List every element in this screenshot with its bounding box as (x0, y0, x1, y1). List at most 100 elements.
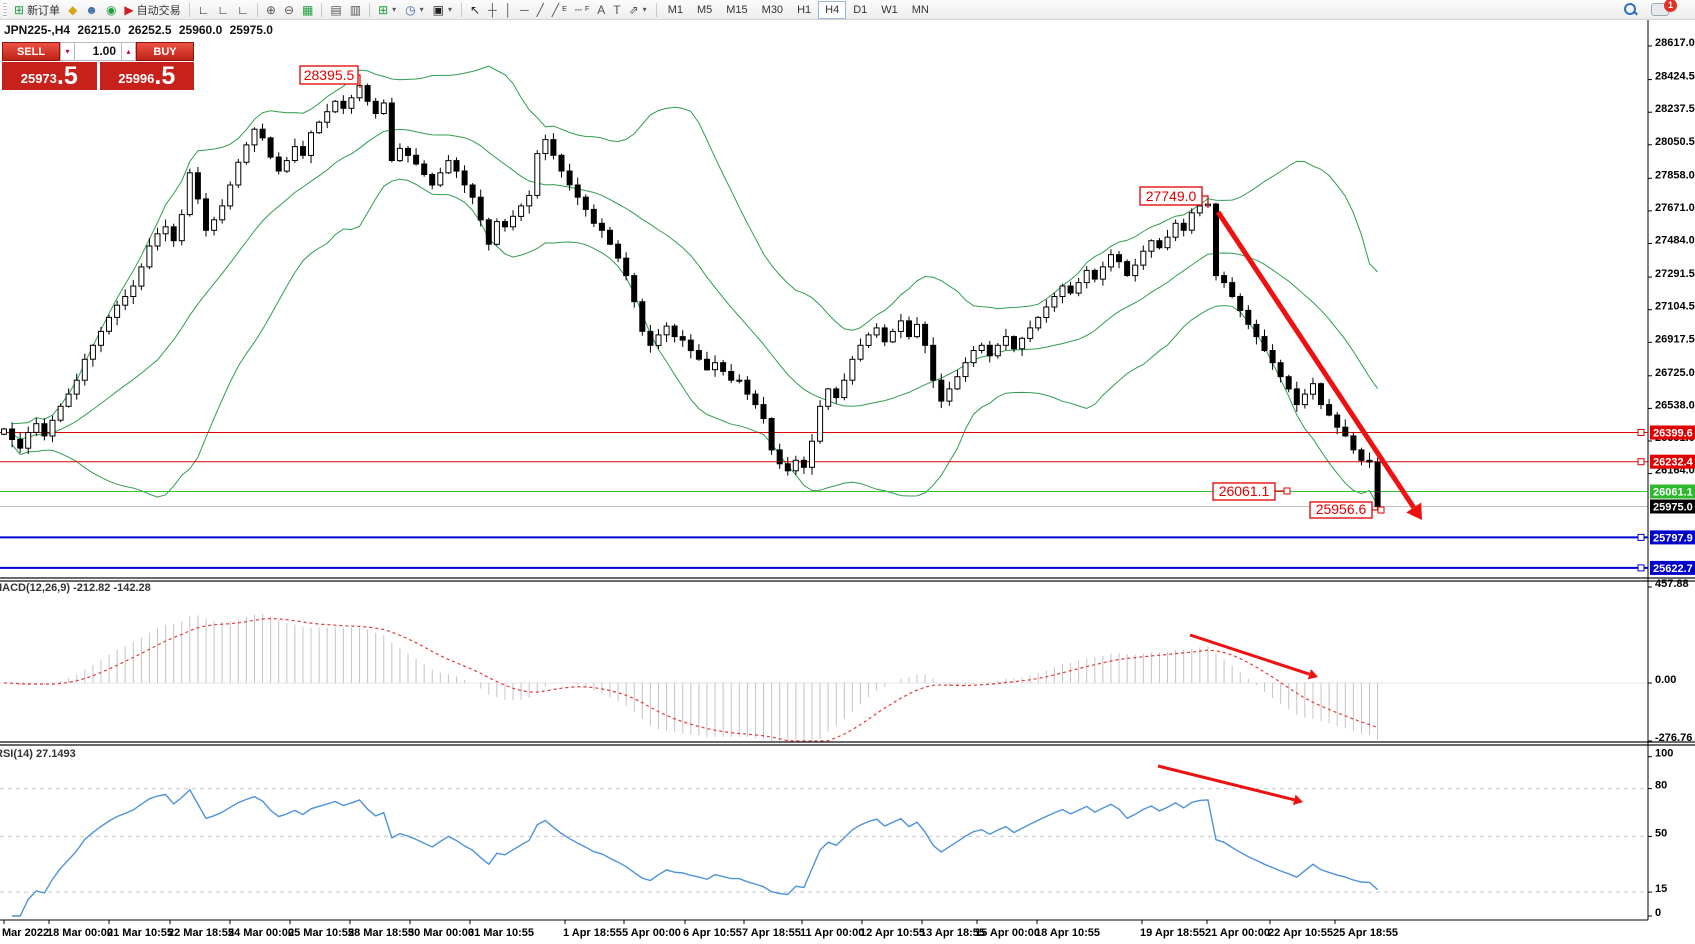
separator (321, 2, 323, 17)
crosshair-tool-button[interactable]: ┼ (484, 1, 501, 18)
add-indicator-button[interactable]: ⊞ ▾ (374, 1, 401, 18)
svg-text:25797.9: 25797.9 (1653, 532, 1693, 544)
cursor-tool-button[interactable]: ↖ (466, 1, 484, 18)
new-order-icon: ⊞ (14, 2, 25, 17)
toolbar-grip (3, 2, 7, 17)
signals-button[interactable]: ◉ (102, 1, 120, 18)
timeframe-h4-button[interactable]: H4 (818, 0, 847, 19)
macd-indicator-label: MACD(12,26,9) -212.82 -142.28 (0, 582, 151, 594)
channel-tool-button[interactable]: ╱ E (548, 1, 571, 18)
templates-button[interactable]: ▣ ▾ (429, 1, 457, 18)
svg-text:21 Mar 10:55: 21 Mar 10:55 (107, 927, 173, 939)
separator (461, 2, 462, 17)
chart-layout-button[interactable]: ▤ (326, 1, 345, 18)
chevron-down-icon: ▾ (392, 5, 397, 14)
tile-windows-icon: ▦ (302, 2, 314, 17)
fibonacci-tool-button[interactable]: ┄ F (571, 1, 594, 18)
text-tool-button[interactable]: A (593, 1, 609, 18)
buy-button[interactable]: BUY (136, 42, 194, 61)
zoom-in-button[interactable]: ⊕ (262, 1, 280, 18)
horizontal-line-tool-button[interactable]: ─ (516, 1, 533, 18)
volume-increase-button[interactable]: ▴ (121, 42, 136, 61)
separator (655, 2, 657, 17)
sell-price-display[interactable]: 25973 .5 (2, 62, 97, 90)
svg-text:26538.0: 26538.0 (1655, 399, 1695, 411)
svg-text:27858.0: 27858.0 (1655, 169, 1695, 181)
svg-text:15: 15 (1655, 883, 1667, 895)
svg-text:31 Mar 10:55: 31 Mar 10:55 (468, 927, 534, 939)
timeframe-h1-button[interactable]: H1 (797, 3, 812, 16)
cursor-icon: ↖ (470, 2, 481, 17)
svg-text:0: 0 (1655, 907, 1661, 919)
timeframe-mn-button[interactable]: MN (911, 3, 929, 16)
timeframe-m15-button[interactable]: M15 (726, 3, 748, 16)
quote-high: 26252.5 (128, 23, 172, 37)
autotrading-button[interactable]: ▶ 自动交易 (120, 1, 184, 18)
chevron-down-icon: ▾ (642, 5, 647, 14)
metaeditor-button[interactable]: ◆ (64, 1, 81, 18)
tile-windows-button[interactable]: ▦ (298, 1, 317, 18)
svg-text:26725.0: 26725.0 (1655, 367, 1695, 379)
sell-price-main: 25973 (20, 71, 57, 86)
svg-text:-276.76: -276.76 (1655, 732, 1692, 744)
arrows-tool-button[interactable]: ⇗ ▾ (625, 1, 652, 18)
buy-price-pip: .5 (154, 62, 176, 90)
svg-text:13 Apr 18:55: 13 Apr 18:55 (920, 927, 985, 939)
svg-text:28395.5: 28395.5 (304, 67, 355, 83)
chart-window-button[interactable]: ▥ (346, 1, 365, 18)
volume-input[interactable]: 1.00 (75, 42, 121, 61)
sell-button[interactable]: SELL (2, 42, 60, 61)
chevron-down-icon: ▾ (447, 5, 452, 14)
notifications-icon[interactable]: 1 (1651, 0, 1677, 16)
svg-text:22 Mar 18:55: 22 Mar 18:55 (168, 927, 234, 939)
timeframe-m5-button[interactable]: M5 (696, 3, 713, 16)
svg-text:27104.5: 27104.5 (1655, 301, 1695, 313)
line-chart-button[interactable]: ∟ (233, 1, 253, 18)
candlestick-chart-button[interactable]: ∟ (213, 1, 233, 18)
add-indicator-icon: ⊞ (378, 2, 389, 17)
svg-text:1 Apr 18:55: 1 Apr 18:55 (563, 927, 622, 939)
trend-arrows[interactable] (1157, 210, 1422, 806)
new-order-label: 新订单 (27, 4, 61, 17)
vertical-line-tool-button[interactable]: │ (501, 1, 517, 18)
timeframe-w1-button[interactable]: W1 (881, 3, 898, 16)
bar-chart-button[interactable]: ∟ (194, 1, 214, 18)
price-annotations[interactable]: 28395.5 27749.0 26061.1 25956.6 (299, 65, 1385, 519)
trendline-tool-button[interactable]: ╱ (533, 1, 548, 18)
buy-price-display[interactable]: 25996 .5 (99, 62, 194, 90)
svg-text:26232.4: 26232.4 (1653, 457, 1694, 469)
zoom-out-button[interactable]: ⊖ (280, 1, 298, 18)
bar-chart-icon: ∟ (197, 2, 210, 17)
community-button[interactable]: ☻ (81, 1, 102, 18)
svg-text:22 Apr 10:55: 22 Apr 10:55 (1268, 927, 1333, 939)
quote-open: 26215.0 (77, 23, 121, 37)
rsi-indicator-label: RSI(14) 27.1493 (0, 748, 76, 760)
timeframe-m30-button[interactable]: M30 (761, 3, 784, 16)
signal-icon: ◉ (105, 2, 117, 17)
svg-text:Mar 2022: Mar 2022 (2, 927, 49, 939)
svg-text:26399.6: 26399.6 (1653, 428, 1693, 440)
fibonacci-sub-label: F (584, 6, 590, 13)
timeframe-m1-button[interactable]: M1 (667, 3, 683, 16)
sell-price-pip: .5 (56, 62, 78, 90)
new-order-button[interactable]: ⊞ 新订单 (10, 1, 64, 18)
text-label-tool-button[interactable]: T (609, 1, 624, 18)
trendline-icon: ╱ (536, 2, 544, 17)
chart-symbol: JPN225-,H4 (4, 23, 71, 37)
svg-text:18 Apr 10:55: 18 Apr 10:55 (1035, 927, 1100, 939)
timeframe-d1-button[interactable]: D1 (853, 3, 868, 16)
svg-text:7 Apr 18:55: 7 Apr 18:55 (742, 927, 801, 939)
periods-button[interactable]: ◷ ▾ (401, 1, 429, 18)
search-icon[interactable] (1624, 3, 1638, 16)
quote-low: 25960.0 (178, 23, 223, 37)
chevron-down-icon: ▾ (419, 5, 424, 14)
svg-text:0.00: 0.00 (1655, 674, 1676, 686)
svg-text:50: 50 (1655, 827, 1667, 839)
clock-icon: ◷ (405, 2, 416, 17)
svg-text:30 Mar 00:00: 30 Mar 00:00 (408, 927, 474, 939)
svg-text:25 Apr 18:55: 25 Apr 18:55 (1333, 927, 1398, 939)
volume-decrease-button[interactable]: ▾ (60, 42, 75, 61)
chart-window-icon: ▥ (349, 2, 362, 17)
